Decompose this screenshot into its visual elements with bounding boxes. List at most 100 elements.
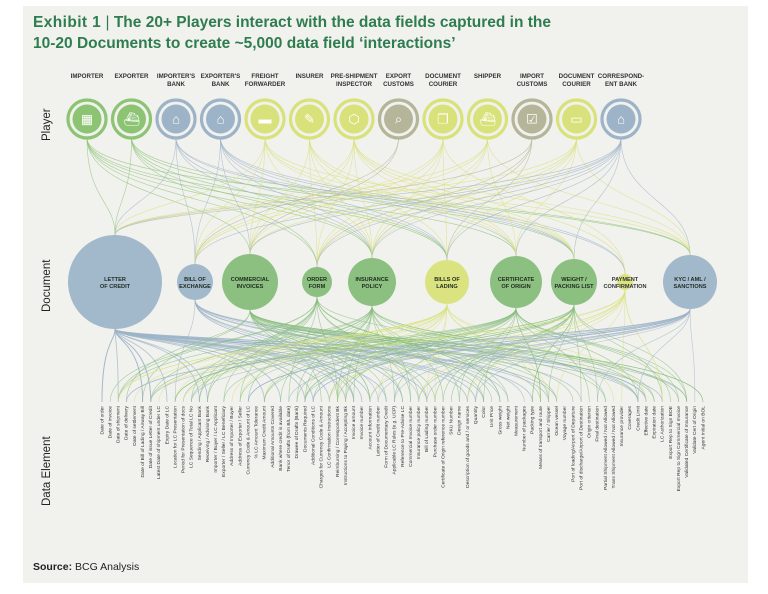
interaction-diagram: IMPORTER▦EXPORTER⛴IMPORTER'SBANK⌂EXPORTE… bbox=[66, 73, 717, 492]
document-circle bbox=[222, 254, 278, 310]
player-document-link bbox=[442, 137, 448, 261]
data-element-label: LC Sequence of Total LC No bbox=[189, 406, 195, 468]
player-document-link bbox=[249, 137, 577, 255]
document-element-link bbox=[239, 303, 448, 403]
player-document-link bbox=[194, 137, 622, 265]
player-document-link bbox=[576, 137, 691, 256]
data-element-label: Validate Cert of Origin bbox=[692, 406, 698, 454]
document-element-link bbox=[182, 289, 626, 403]
box-icon: ⬡ bbox=[348, 112, 359, 127]
data-element-label: Date of order bbox=[99, 406, 105, 435]
document-element-link bbox=[194, 299, 355, 403]
data-element-label: Receiving / Advising Bank bbox=[205, 405, 211, 462]
bank-icon: ⌂ bbox=[172, 112, 180, 127]
player-document-link bbox=[175, 137, 575, 260]
document-element-link bbox=[369, 289, 626, 403]
player-document-link bbox=[131, 137, 448, 261]
player-document-link bbox=[86, 137, 116, 236]
player-document-link bbox=[353, 137, 691, 256]
bank-icon bbox=[206, 104, 235, 134]
player-document-link bbox=[371, 137, 488, 259]
source-note: Source: BCG Analysis bbox=[33, 561, 139, 573]
data-element-label: Quantity bbox=[473, 405, 479, 424]
document-element-link bbox=[573, 304, 663, 403]
exhibit-panel: Exhibit 1 | The 20+ Players interact wit… bbox=[23, 6, 748, 583]
title-line-2: 10-20 Documents to create ~5,000 data fi… bbox=[33, 35, 456, 52]
data-element-label: Address of Exporter / Seller bbox=[237, 406, 243, 466]
interaction-links bbox=[86, 137, 704, 403]
document-element-link bbox=[239, 296, 318, 403]
player-document-link bbox=[442, 137, 626, 275]
document-element-link bbox=[264, 307, 517, 403]
player-document-link bbox=[194, 137, 488, 265]
player-label: CORRESPOND- bbox=[598, 73, 644, 80]
data-element-label: Date of shipment bbox=[116, 405, 122, 443]
data-element-label: Ocean vessel bbox=[554, 406, 560, 436]
document-element-link bbox=[199, 305, 373, 403]
player-document-link bbox=[86, 137, 448, 261]
document-element-link bbox=[312, 308, 691, 403]
clipboard-icon: ✎ bbox=[304, 112, 315, 127]
player-label: FREIGHT bbox=[251, 73, 278, 80]
data-element-label: Port of discharge/Airport of Destination bbox=[578, 406, 584, 490]
document-label: INVOICES bbox=[237, 284, 264, 290]
inspect-icon bbox=[384, 104, 413, 134]
document-element-link bbox=[316, 296, 338, 403]
document-element-link bbox=[515, 307, 639, 403]
document-label: BILLS OF bbox=[434, 277, 460, 283]
player-label: BANK bbox=[212, 81, 230, 88]
data-element-label: Account Information bbox=[367, 406, 373, 450]
data-element-label: Export Rep to Sign BOE bbox=[668, 405, 674, 458]
documents-icon: ❐ bbox=[437, 112, 449, 127]
document-label: EXCHANGE bbox=[179, 284, 211, 290]
data-element-label: Reimbursing / Correspondent Bk bbox=[335, 405, 341, 477]
document-element-link bbox=[515, 307, 541, 403]
player-label: DOCUMENT bbox=[559, 73, 595, 80]
document-element-link bbox=[515, 307, 688, 403]
document-node: WEIGHT /PACKING LIST bbox=[551, 259, 597, 305]
data-element-label: SKU Number bbox=[449, 406, 455, 435]
data-element-label: Unit Price bbox=[489, 406, 495, 427]
data-element-label: Means of transport and route bbox=[538, 406, 544, 469]
document-element-link bbox=[249, 309, 371, 403]
bank-icon: ⌂ bbox=[217, 112, 225, 127]
player-document-link bbox=[446, 137, 577, 261]
checklist-icon: ☑ bbox=[526, 112, 538, 127]
data-element-label: Additional Conditions of LC bbox=[310, 406, 316, 465]
data-element-label: Export Rep to Sign Commercial Invoice bbox=[676, 406, 682, 492]
documents-icon bbox=[428, 104, 458, 134]
document-circle bbox=[68, 235, 162, 329]
player-document-link bbox=[371, 137, 444, 259]
document-element-link bbox=[191, 307, 517, 403]
player-document-link bbox=[371, 137, 622, 259]
player-label: DOCUMENT bbox=[425, 73, 461, 80]
data-element-label: Carrier / Shipper bbox=[546, 406, 552, 442]
data-element-label: Voyage number bbox=[562, 406, 568, 441]
data-element-label: Date of delivery bbox=[124, 405, 130, 440]
data-element-label: Date of settlement bbox=[132, 405, 138, 445]
data-element-label: Exporter / Seller / LC Beneficiary bbox=[221, 405, 227, 476]
document-element-link bbox=[394, 308, 691, 403]
document-element-link bbox=[264, 304, 575, 403]
document-element-link bbox=[191, 308, 691, 403]
data-element-label: Form of Documentary Credit bbox=[384, 405, 390, 467]
document-element-link bbox=[371, 305, 549, 403]
player-document-link bbox=[316, 137, 488, 268]
player-document-link bbox=[515, 137, 622, 257]
document-label: CERTIFICATE bbox=[498, 277, 535, 283]
clipboard-icon bbox=[295, 104, 324, 134]
data-element-label: Documents Required bbox=[302, 406, 308, 452]
player-document-link bbox=[86, 137, 251, 255]
player-document-link bbox=[220, 137, 251, 255]
data-element-label: Expiration date bbox=[652, 406, 658, 439]
player-document-link bbox=[86, 137, 691, 256]
player-document-link bbox=[175, 137, 373, 259]
player-document-link bbox=[114, 137, 622, 236]
document-element-link bbox=[316, 296, 420, 403]
